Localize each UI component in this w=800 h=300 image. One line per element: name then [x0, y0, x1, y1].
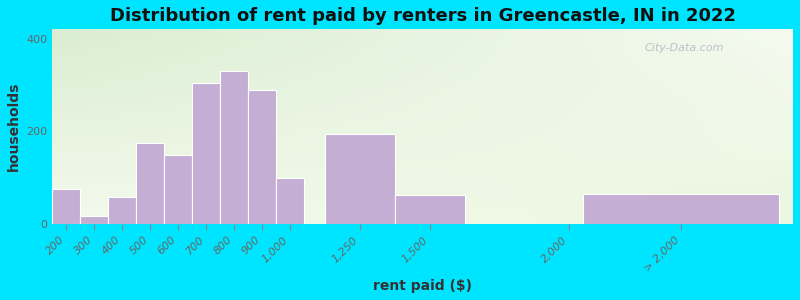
Text: City-Data.com: City-Data.com [645, 43, 725, 53]
Bar [164, 154, 192, 224]
Bar [325, 134, 395, 224]
Y-axis label: households: households [7, 82, 21, 172]
Bar [108, 197, 136, 224]
Bar [136, 143, 164, 224]
Bar [248, 90, 276, 224]
X-axis label: rent paid ($): rent paid ($) [374, 279, 472, 293]
Bar [395, 196, 465, 224]
Bar [53, 190, 81, 224]
Bar [276, 178, 304, 224]
Title: Distribution of rent paid by renters in Greencastle, IN in 2022: Distribution of rent paid by renters in … [110, 7, 736, 25]
Bar [583, 194, 779, 224]
Bar [192, 83, 220, 224]
Bar [220, 71, 248, 224]
Bar [81, 216, 108, 224]
